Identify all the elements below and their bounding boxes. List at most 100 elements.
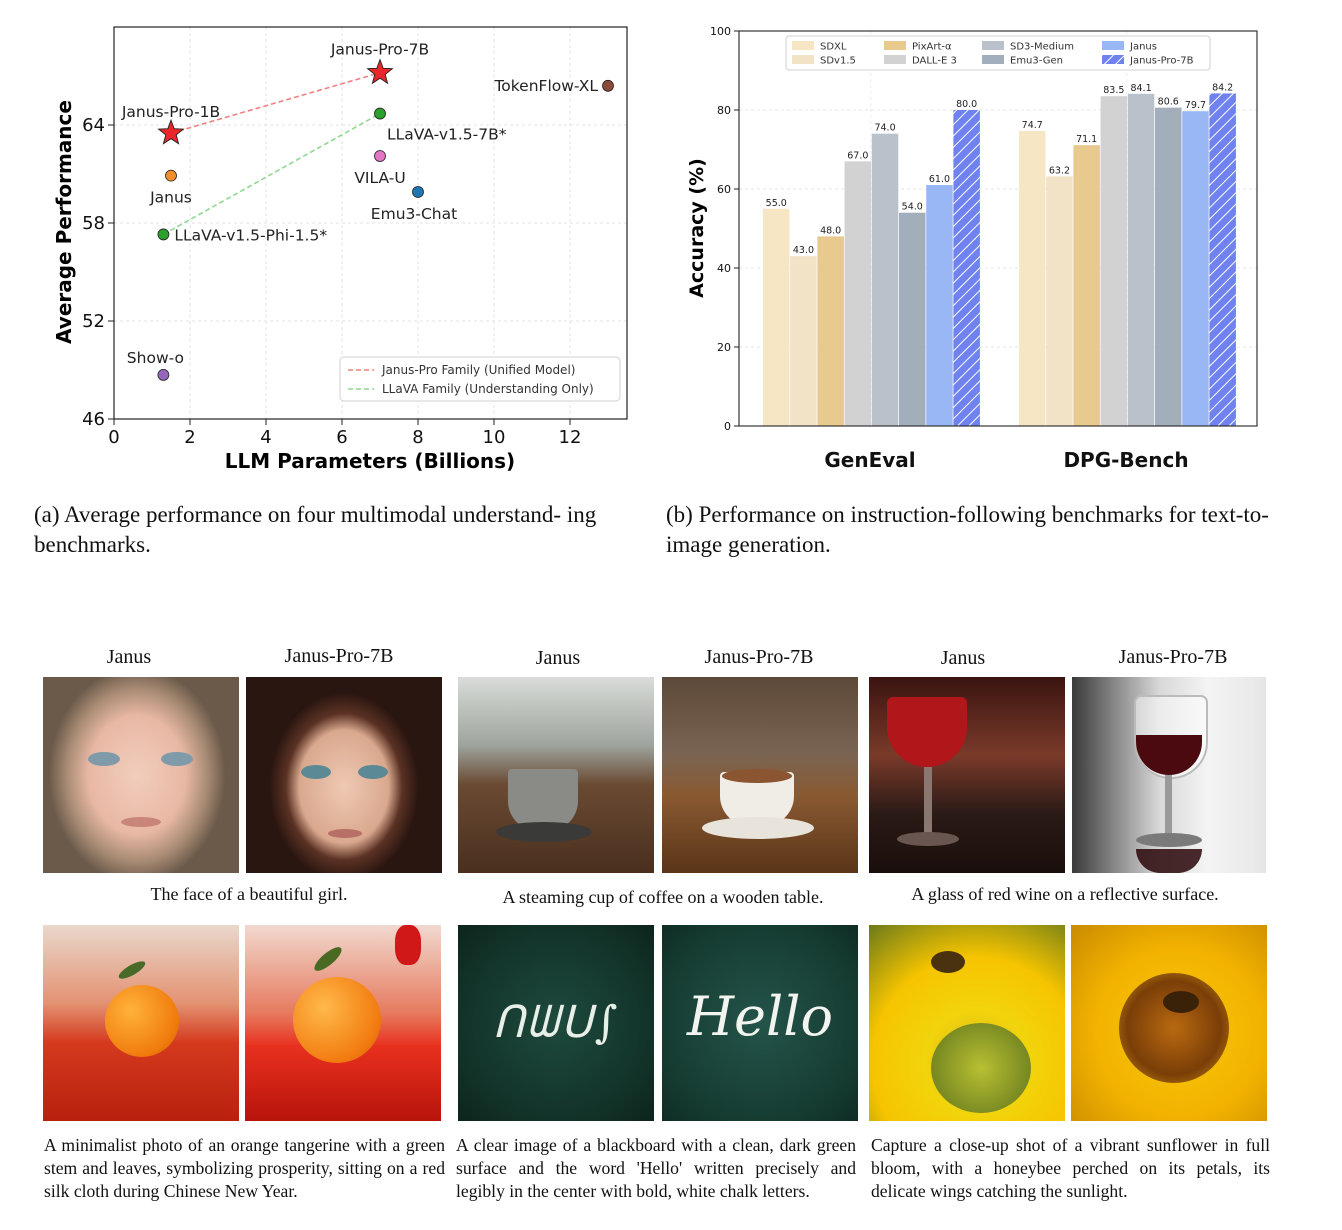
bar-y-tick-label: 60 [717,183,731,196]
bar-value-label: 79.7 [1185,100,1206,111]
bar-y-tick-label: 0 [724,420,731,433]
bar-1-0 [1019,130,1046,426]
bar-0-6 [926,185,953,426]
bar-1-1 [1046,176,1073,426]
bar-legend: SDXL SDv1.5 PixArt-α DALL-E 3 SD3-Medium Emu3… [785,35,1211,71]
bar-1-4 [1127,93,1155,427]
col-head-janus-3: Janus [940,647,986,669]
bar-1-5 [1155,107,1182,426]
col-head-pro-2: Janus-Pro-7B [704,646,814,668]
scatter-family-line [170,71,381,134]
bar-0-2 [817,236,844,426]
bar-value-label: 67.0 [847,150,868,161]
scatter-plot-frame [113,26,628,420]
bar-0-5 [899,212,926,426]
scatter-point-star [366,58,394,85]
scatter-point [374,107,386,120]
girl-pro-image [246,677,442,873]
bar-value-label: 55.0 [766,198,787,209]
blackboard-pro-image: Hello [662,925,858,1121]
scatter-point-label: LLaVA-v1.5-7B* [387,126,507,144]
blackboard-caption: A clear image of a blackboard with a cle… [456,1135,856,1201]
col-head-pro-1: Janus-Pro-7B [284,645,394,667]
bar-legend-label: Janus [1129,42,1157,53]
bar-legend-swatch [792,41,814,50]
bar-0-7 [953,110,980,426]
scatter-point [165,169,177,182]
sunflower-janus-image [869,925,1065,1121]
wine-caption: A glass of red wine on a reflective surf… [911,884,1219,904]
scatter-point [374,150,386,162]
bar-legend-swatch [792,55,814,64]
scatter-x-tick-label: 0 [108,427,119,448]
scatter-family-line [163,112,381,236]
scatter-point-star [157,118,185,145]
bar-legend-label: SDXL [820,42,847,53]
scatter-point [157,368,170,381]
bar-y-axis-label: Accuracy (%) [686,158,708,298]
sunflower-caption: Capture a close-up shot of a vibrant sun… [871,1135,1270,1201]
scatter-x-axis-label: LLM Parameters (Billions) [225,449,515,473]
bar-legend-swatch [1102,41,1124,50]
col-head-janus-2: Janus [535,647,581,669]
bar-legend-label: SD3-Medium [1010,42,1074,53]
sunflower-pro-image [1071,925,1267,1121]
col-head-janus-1: Janus [106,646,152,668]
bar-legend-label: SDv1.5 [820,56,856,67]
bar-value-label: 84.1 [1130,83,1151,94]
bar-legend-label: Janus-Pro-7B [1129,56,1194,67]
scatter-family-lines [163,71,381,236]
bar-0-3 [844,161,872,426]
bar-0-0 [763,208,790,426]
bar-axes: 0 20 40 60 80 100 [710,25,1258,433]
scatter-x-tick-label: 2 [184,427,195,448]
scatter-point [412,186,424,198]
scatter-points [157,58,614,381]
scatter-point-label: Janus-Pro-7B [330,41,429,59]
bar-legend-swatch [884,41,906,50]
bar-0-1 [790,256,817,426]
wine-janus-image [869,677,1065,873]
bar-1-6 [1182,111,1209,426]
scatter-point [157,228,170,241]
bar-1-2 [1073,145,1100,426]
bar-value-label: 54.0 [902,202,923,213]
bar-value-label: 63.2 [1049,165,1070,176]
bar-value-label: 71.1 [1076,134,1097,145]
girl-janus-image [43,677,239,873]
bar-bars [763,93,1236,427]
coffee-caption: A steaming cup of coffee on a wooden tab… [502,887,824,907]
scatter-point-label: Emu3-Chat [371,205,457,223]
scatter-y-tick-label: 64 [82,115,105,136]
bar-value-label: 80.0 [956,99,977,110]
bar-0-4 [871,133,899,426]
bar-value-label: 61.0 [929,174,950,185]
scatter-point-label: LLaVA-v1.5-Phi-1.5* [174,226,327,244]
bar-category-label: DPG-Bench [1063,448,1188,472]
scatter-y-tick-label: 52 [82,311,105,332]
scatter-x-tick-label: 12 [559,427,582,448]
bar-y-tick-label: 20 [717,341,731,354]
tangerine-caption: A minimalist photo of an orange tangerin… [44,1135,445,1201]
scatter-point-label: TokenFlow-XL [493,77,598,95]
wine-pro-image [1072,677,1266,873]
bar-value-label: 80.6 [1158,97,1179,108]
col-head-pro-3: Janus-Pro-7B [1118,646,1228,668]
bar-legend-label: DALL-E 3 [912,56,957,67]
coffee-janus-image [458,677,654,873]
hello-text: Hello [686,985,834,1048]
scatter-y-tick-label: 46 [82,409,105,430]
bar-y-tick-label: 100 [710,25,731,38]
tangerine-janus-image [43,925,239,1121]
bar-chart: 55.0 43.0 48.0 67.0 74.0 54.0 61.0 80.0 74.7 63.2… [686,25,1258,472]
bar-y-tick-label: 80 [717,104,731,117]
caption-a: (a) Average performance on four multimod… [34,502,597,557]
scatter-x-tick-label: 6 [336,427,347,448]
bar-category-labels: GenEval DPG-Bench [824,448,1188,472]
scribble-text: ᑎᗯᑌ∫ [492,997,620,1048]
bar-y-tick-label: 40 [717,262,731,275]
bar-legend-label: PixArt-α [912,42,952,53]
scatter-legend-label: Janus-Pro Family (Unified Model) [381,363,575,377]
girl-caption: The face of a beautiful girl. [150,884,348,904]
